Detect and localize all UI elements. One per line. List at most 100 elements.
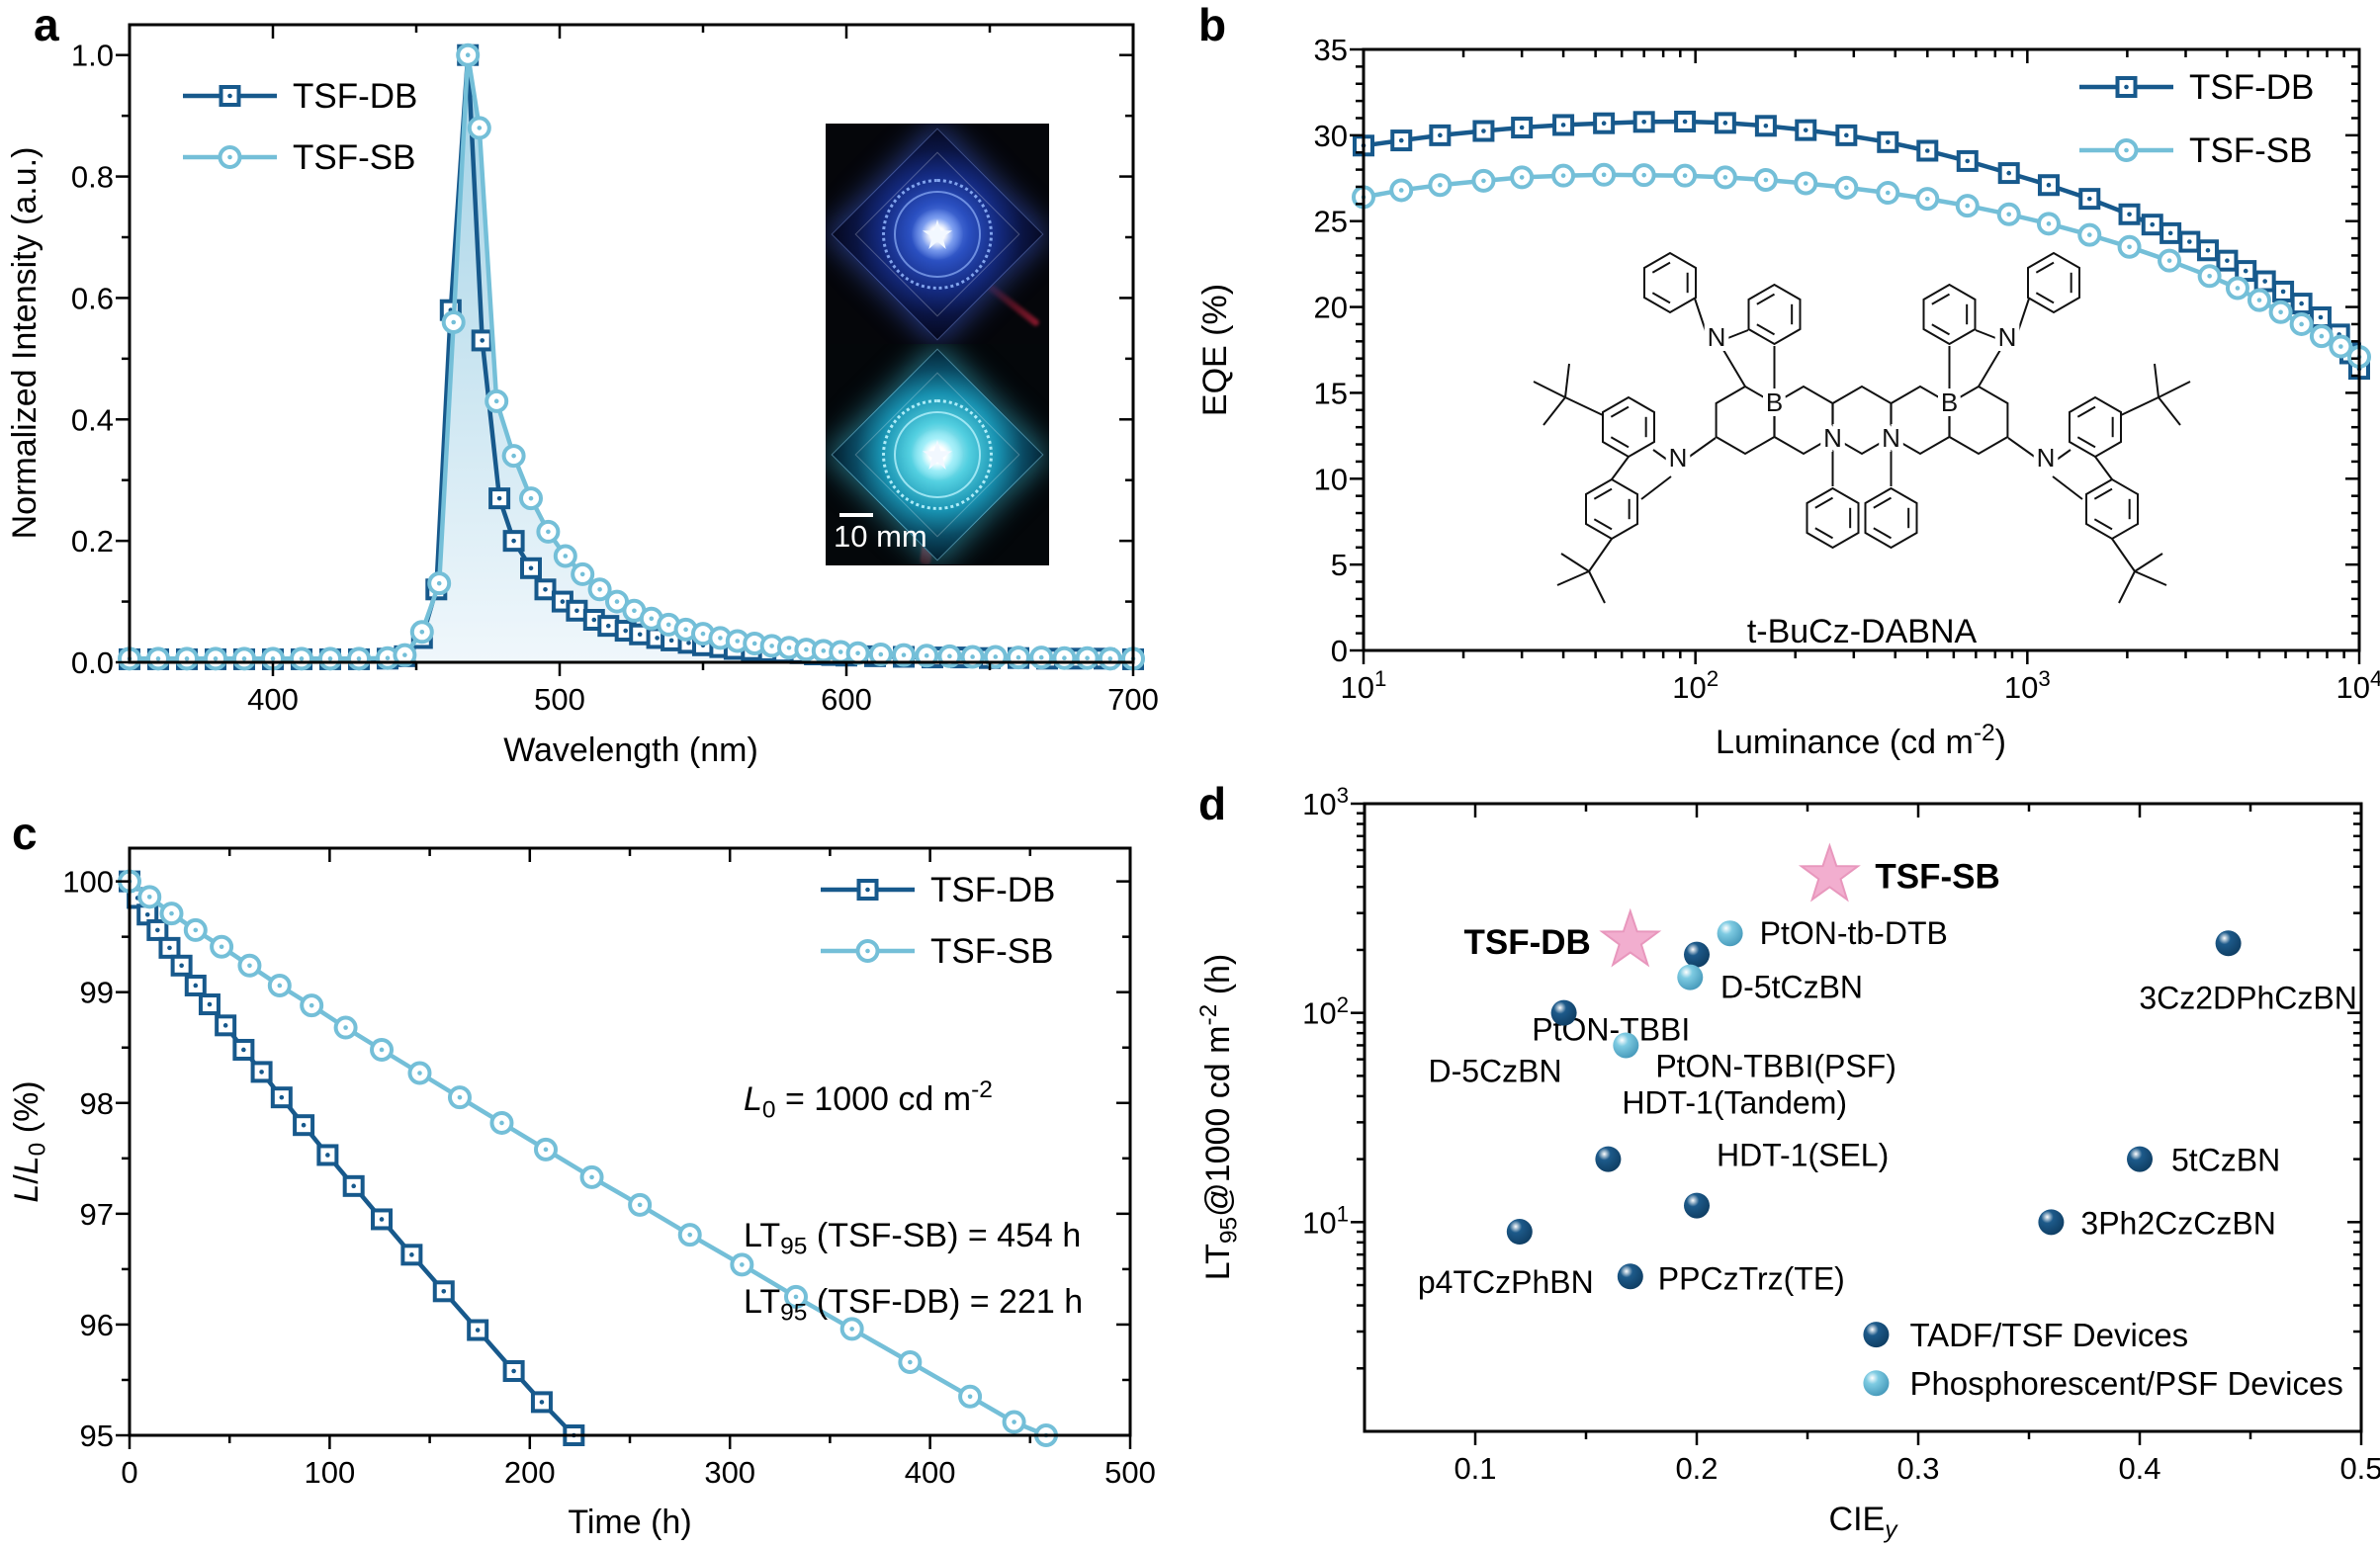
svg-text:5tCzBN: 5tCzBN [2171,1143,2280,1178]
svg-text:Time (h): Time (h) [568,1504,691,1541]
svg-text:100: 100 [305,1455,356,1490]
svg-text:D-5CzBN: D-5CzBN [1428,1054,1561,1089]
svg-text:0.3: 0.3 [1896,1451,1939,1486]
data-point-3Ph2CzCzBN: 3Ph2CzCzBN [2038,1205,2276,1241]
svg-text:0.2: 0.2 [1675,1451,1718,1486]
svg-text:TSF-SB: TSF-SB [930,932,1053,971]
svg-text:102: 102 [1672,666,1719,705]
svg-text:300: 300 [704,1455,755,1490]
data-point-p4TCzPhBN: p4TCzPhBN [1418,1219,1594,1300]
svg-text:5: 5 [1331,548,1348,582]
svg-text:700: 700 [1107,682,1159,717]
svg-text:400: 400 [247,682,299,717]
svg-text:TSF-DB: TSF-DB [930,871,1055,909]
device-photo-inset: 10 mm [826,124,1049,565]
inset-photo-bottom [826,344,1049,564]
series-TSF-SB [118,869,1058,1447]
svg-text:102: 102 [1302,992,1349,1031]
svg-text:N: N [2037,443,2056,473]
svg-text:35: 35 [1314,33,1348,67]
data-point-3Cz2DPhCzBN: 3Cz2DPhCzBN [2139,930,2357,1015]
svg-text:25: 25 [1314,205,1348,239]
svg-text:LT95 (TSF-DB) = 221 h: LT95 (TSF-DB) = 221 h [744,1283,1083,1327]
panel-b-letter: b [1198,0,1227,50]
data-point-TSF-DB: TSF-DB [1463,907,1662,968]
panel-c-chart: 0 100 200 300 400 500 95 96 97 98 99 100 Time (h) L/L… [8,846,1156,1541]
svg-text:97: 97 [80,1197,114,1232]
svg-text:t-BuCz-DABNA: t-BuCz-DABNA [1747,613,1978,650]
svg-text:0.2: 0.2 [71,524,114,559]
legend-item-TSF-DB: TSF-DB [821,871,1055,909]
svg-text:LT95@1000 cd m-2 (h): LT95@1000 cd m-2 (h) [1195,954,1242,1281]
svg-text:Normalized Intensity (a.u.): Normalized Intensity (a.u.) [6,147,44,540]
svg-text:TSF-SB: TSF-SB [293,138,415,177]
svg-text:104: 104 [2336,666,2380,705]
molecule-structure: N N N N B B N N [1533,251,2191,604]
svg-text:PtON-tb-DTB: PtON-tb-DTB [1760,915,1948,951]
svg-text:30: 30 [1314,119,1348,153]
scale-bar-label: 10 mm [834,519,927,554]
data-point-PPCzTrz(TE): PPCzTrz(TE) [1617,1260,1845,1296]
svg-text:TADF/TSF Devices: TADF/TSF Devices [1909,1317,2188,1353]
svg-text:L0 = 1000 cd m-2: L0 = 1000 cd m-2 [744,1076,993,1123]
svg-text:600: 600 [821,682,872,717]
svg-text:1.0: 1.0 [71,39,114,73]
svg-text:500: 500 [534,682,585,717]
svg-text:0.4: 0.4 [2118,1451,2160,1486]
series-TSF-SB [1352,162,2371,369]
svg-text:10: 10 [1314,462,1348,496]
svg-text:20: 20 [1314,291,1348,325]
svg-text:15: 15 [1314,376,1348,410]
svg-text:PPCzTrz(TE): PPCzTrz(TE) [1658,1260,1845,1296]
legend-item-TSF-SB: TSF-SB [183,138,415,177]
panel-d-chart: 0.1 0.2 0.3 0.4 0.5 101 102 103 CIEy LT95@1000 cd… [1195,783,2380,1544]
data-point-HDT-1(Tandem): HDT-1(Tandem) [1595,1085,1847,1172]
svg-text:3Ph2CzCzBN: 3Ph2CzCzBN [2080,1205,2275,1241]
legend-item-TADF/TSF Devices: TADF/TSF Devices [1863,1317,2188,1353]
svg-text:500: 500 [1104,1455,1156,1490]
svg-text:103: 103 [2004,666,2051,705]
svg-text:N: N [1823,423,1842,453]
svg-text:99: 99 [80,976,114,1010]
data-point-PtON-TBBI(PSF): PtON-TBBI(PSF) [1613,1032,1896,1083]
svg-text:95: 95 [80,1419,114,1453]
svg-text:TSF-SB: TSF-SB [2189,131,2312,170]
svg-text:100: 100 [62,865,114,900]
svg-text:CIEy: CIEy [1829,1501,1899,1544]
legend-item-TSF-SB: TSF-SB [2079,131,2312,170]
svg-text:N: N [1882,423,1900,453]
panel-a-chart: 400 500 600 700 0.0 0.2 0.4 0.6 0.8 1.0 Wavelength… [6,23,1159,769]
svg-text:PtON-TBBI(PSF): PtON-TBBI(PSF) [1655,1048,1896,1083]
svg-text:TSF-SB: TSF-SB [1875,858,1999,897]
data-point-D-5tCzBN: D-5tCzBN [1684,941,1863,1005]
series-TSF-DB [119,870,585,1446]
svg-text:0.4: 0.4 [71,402,114,437]
legend-item-TSF-SB: TSF-SB [821,932,1053,971]
svg-text:TSF-DB: TSF-DB [2189,68,2314,107]
svg-text:96: 96 [80,1308,114,1342]
svg-text:Luminance (cd m-2): Luminance (cd m-2) [1716,720,2006,761]
svg-text:400: 400 [905,1455,956,1490]
panel-d-letter: d [1198,778,1227,829]
svg-text:HDT-1(Tandem): HDT-1(Tandem) [1622,1085,1847,1121]
svg-text:98: 98 [80,1086,114,1121]
svg-text:Phosphorescent/PSF Devices: Phosphorescent/PSF Devices [1909,1365,2342,1402]
svg-text:TSF-DB: TSF-DB [293,77,417,116]
svg-text:101: 101 [1341,666,1387,705]
svg-text:0: 0 [1331,634,1348,668]
svg-text:N: N [1998,322,2017,352]
svg-text:p4TCzPhBN: p4TCzPhBN [1418,1264,1594,1300]
svg-text:3Cz2DPhCzBN: 3Cz2DPhCzBN [2139,980,2357,1015]
svg-text:101: 101 [1302,1202,1349,1241]
svg-text:D-5tCzBN: D-5tCzBN [1720,970,1863,1005]
emblem-ring [882,178,993,290]
svg-text:0.5: 0.5 [2339,1451,2380,1486]
data-point-5tCzBN: 5tCzBN [2127,1143,2280,1178]
panel-a-letter: a [34,0,59,50]
data-point-TSF-SB: TSF-SB [1798,842,2000,903]
svg-text:HDT-1(SEL): HDT-1(SEL) [1717,1138,1889,1173]
svg-text:Wavelength (nm): Wavelength (nm) [503,731,758,769]
data-point-D-5CzBN: D-5CzBN [1428,999,1577,1089]
svg-text:N: N [1708,322,1726,352]
